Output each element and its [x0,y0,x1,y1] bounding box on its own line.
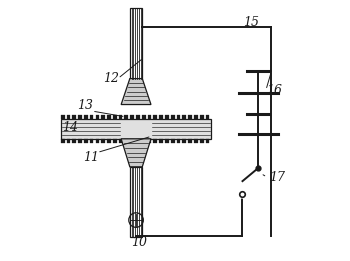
Polygon shape [194,115,198,120]
Polygon shape [61,139,64,143]
Polygon shape [84,139,88,143]
Polygon shape [107,139,111,143]
Polygon shape [90,115,93,120]
Polygon shape [78,139,82,143]
Polygon shape [78,115,82,120]
Polygon shape [130,139,134,143]
Text: 11: 11 [83,151,99,164]
Polygon shape [84,115,88,120]
Polygon shape [205,139,209,143]
Polygon shape [72,139,76,143]
Text: 14: 14 [62,121,78,134]
Polygon shape [90,139,93,143]
Polygon shape [130,115,134,120]
Polygon shape [72,115,76,120]
Text: 13: 13 [77,99,93,112]
Polygon shape [148,139,152,143]
Polygon shape [101,139,105,143]
Polygon shape [66,139,70,143]
Polygon shape [205,115,209,120]
Polygon shape [177,115,180,120]
Polygon shape [171,139,175,143]
Polygon shape [119,115,122,120]
Polygon shape [136,115,140,120]
Polygon shape [171,115,175,120]
Text: 17: 17 [270,171,286,184]
Text: 16: 16 [266,84,282,97]
Text: 12: 12 [103,72,119,85]
Polygon shape [121,79,151,105]
Polygon shape [136,139,140,143]
Polygon shape [200,139,204,143]
Polygon shape [159,115,163,120]
Polygon shape [125,139,128,143]
Polygon shape [188,139,192,143]
Polygon shape [188,115,192,120]
Polygon shape [159,139,163,143]
Polygon shape [142,139,146,143]
Polygon shape [61,115,64,120]
Polygon shape [130,167,142,237]
Polygon shape [200,115,204,120]
Polygon shape [96,115,99,120]
Polygon shape [113,139,117,143]
Polygon shape [153,115,157,120]
Polygon shape [182,115,186,120]
Polygon shape [107,115,111,120]
Polygon shape [125,115,128,120]
Polygon shape [96,139,99,143]
Polygon shape [165,139,169,143]
Polygon shape [61,120,211,139]
Polygon shape [153,139,157,143]
Text: 15: 15 [244,16,260,29]
Polygon shape [130,9,142,79]
Polygon shape [142,115,146,120]
Text: 10: 10 [131,236,147,249]
Polygon shape [66,115,70,120]
Polygon shape [119,139,122,143]
Polygon shape [182,139,186,143]
Polygon shape [121,139,151,167]
Polygon shape [177,139,180,143]
Polygon shape [165,115,169,120]
Polygon shape [101,115,105,120]
Polygon shape [148,115,152,120]
Polygon shape [194,139,198,143]
Polygon shape [113,115,117,120]
